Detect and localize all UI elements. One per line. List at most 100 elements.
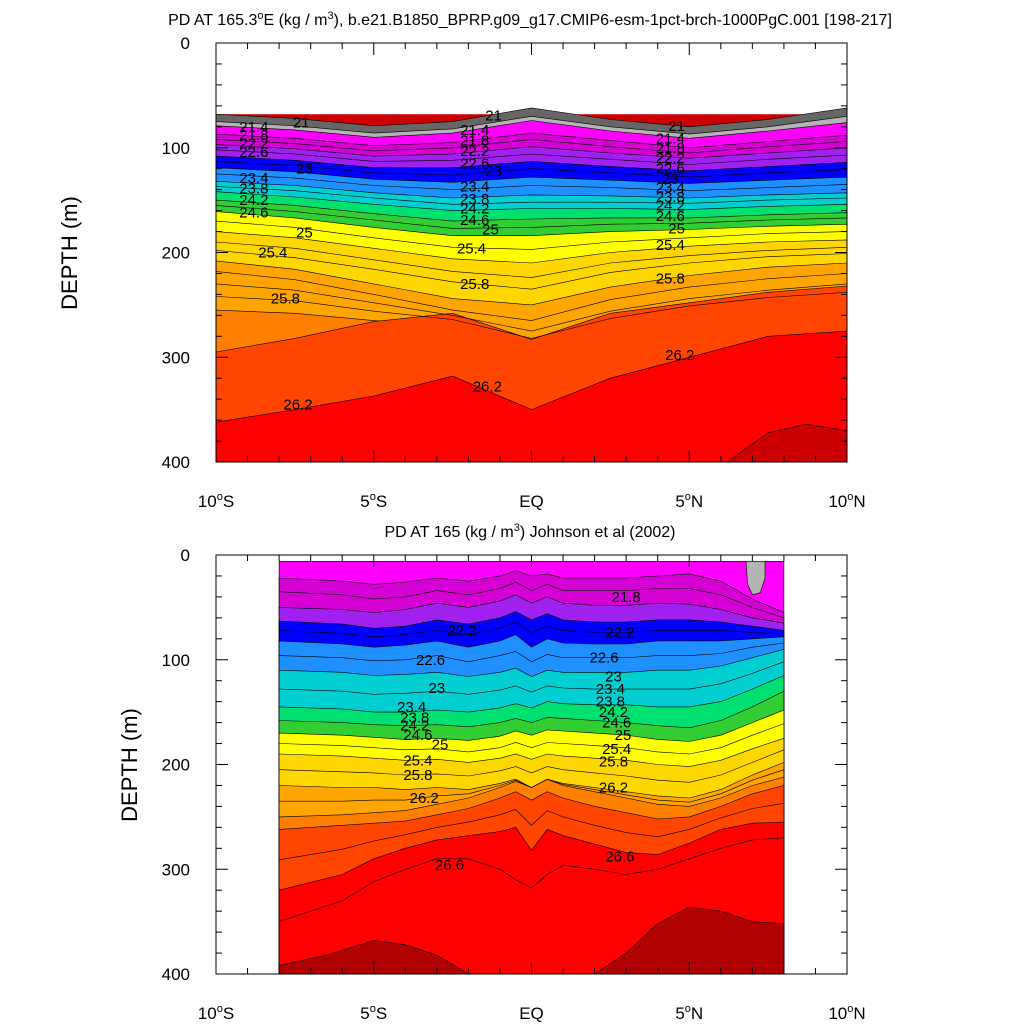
contour-label: 21.8 bbox=[239, 127, 268, 144]
y-tick-label: 0 bbox=[181, 546, 190, 565]
contour-label: 22.2 bbox=[656, 150, 685, 167]
contour-label: 21.8 bbox=[460, 132, 489, 149]
panel-observed: PD AT 165 (kg / m3) Johnson et al (2002)… bbox=[117, 522, 866, 1023]
contour-label: 25 bbox=[668, 220, 685, 237]
contour-label: 24.2 bbox=[239, 192, 268, 209]
contour-label: 21.4 bbox=[656, 130, 685, 147]
contour-label: 23.8 bbox=[656, 189, 685, 206]
panel-model: PD AT 165.3oE (kg / m3), b.e21.B1850_BPR… bbox=[57, 10, 892, 511]
contour-band-26-6 bbox=[216, 330, 847, 462]
contour-label: 25 bbox=[482, 221, 499, 238]
contour-line bbox=[279, 621, 784, 638]
contour-label: 23.8 bbox=[596, 694, 625, 711]
contour-label: 23 bbox=[296, 161, 313, 178]
contour-label: 23.4 bbox=[397, 699, 426, 716]
contour-label: 25.4 bbox=[602, 741, 631, 758]
x-tick-label: 10oS bbox=[198, 491, 234, 511]
deep-patch bbox=[278, 906, 785, 974]
contour-label: 25 bbox=[432, 737, 449, 754]
contour-label: 26.2 bbox=[473, 379, 502, 396]
contour-label: 26.2 bbox=[283, 396, 312, 413]
contour-label: 25.4 bbox=[656, 237, 685, 254]
contour-label: 22.2 bbox=[239, 136, 268, 153]
contour-label: 24.2 bbox=[460, 201, 489, 218]
panel-observed-title: PD AT 165 (kg / m3) Johnson et al (2002) bbox=[384, 522, 675, 541]
contour-label: 25.4 bbox=[457, 240, 486, 257]
contour-label: 21.4 bbox=[239, 119, 268, 136]
x-tick-label: 10oN bbox=[828, 1003, 865, 1023]
contour-line bbox=[279, 837, 784, 922]
contour-label: 23 bbox=[662, 171, 679, 188]
contour-label: 21.8 bbox=[612, 589, 641, 606]
contour-label: 22.2 bbox=[605, 625, 634, 642]
contour-label: 25 bbox=[296, 225, 313, 242]
contour-label: 24.6 bbox=[403, 727, 432, 744]
x-tick-label: EQ bbox=[519, 1004, 544, 1023]
contour-label: 24.6 bbox=[239, 205, 268, 222]
panel-model-field: 2121.421.822.222.62323.423.824.224.62525… bbox=[216, 107, 847, 462]
x-tick-label: 10oN bbox=[828, 491, 865, 511]
contour-label: 24.6 bbox=[656, 208, 685, 225]
contour-line bbox=[279, 642, 784, 663]
contour-label: 25.8 bbox=[599, 753, 628, 770]
x-tick-label: 10oS bbox=[198, 1003, 234, 1023]
contour-line bbox=[216, 149, 847, 165]
contour-label: 23.8 bbox=[239, 181, 268, 198]
contour-label: 25.4 bbox=[258, 245, 287, 262]
contour-line bbox=[279, 749, 785, 783]
contour-label: 22.6 bbox=[589, 650, 618, 667]
contour-label: 26.2 bbox=[599, 780, 628, 797]
contour-label: 25.8 bbox=[460, 276, 489, 293]
contour-label: 22.6 bbox=[656, 161, 685, 178]
contour-line bbox=[216, 186, 847, 205]
contour-line bbox=[216, 205, 847, 229]
contour-label: 22.6 bbox=[239, 144, 268, 161]
contour-label: 21 bbox=[668, 118, 685, 135]
contour-label: 21 bbox=[293, 115, 310, 132]
y-tick-label: 300 bbox=[162, 860, 190, 879]
contour-line bbox=[216, 283, 847, 332]
contour-line bbox=[216, 173, 847, 192]
x-tick-label: 5oN bbox=[675, 491, 703, 511]
panel-observed-ylabel: DEPTH (m) bbox=[117, 708, 142, 822]
contour-label: 26.2 bbox=[410, 790, 439, 807]
contour-label: 23 bbox=[485, 163, 502, 180]
contour-label: 23 bbox=[605, 669, 622, 686]
y-tick-label: 400 bbox=[162, 453, 190, 472]
contour-line bbox=[216, 139, 847, 154]
y-tick-label: 400 bbox=[162, 965, 190, 984]
contour-label: 24.2 bbox=[599, 704, 628, 721]
panel-model-plot: 2121.421.822.222.62323.423.824.224.62525… bbox=[162, 34, 866, 511]
y-tick-label: 200 bbox=[162, 244, 190, 263]
y-tick-label: 100 bbox=[162, 139, 190, 158]
contour-line bbox=[216, 292, 847, 339]
contour-label: 22.6 bbox=[416, 652, 445, 669]
contour-label: 22.2 bbox=[447, 622, 476, 639]
contour-line bbox=[216, 220, 847, 250]
contour-line bbox=[216, 271, 847, 321]
contour-line bbox=[279, 769, 784, 803]
contour-label: 25.8 bbox=[656, 271, 685, 288]
contour-label: 26.2 bbox=[665, 347, 694, 364]
contour-label: 21.8 bbox=[656, 140, 685, 157]
x-tick-label: EQ bbox=[519, 492, 544, 511]
contour-label: 23.8 bbox=[400, 709, 429, 726]
shallow-patch bbox=[745, 561, 766, 596]
y-tick-label: 100 bbox=[162, 651, 190, 670]
contour-label: 23.8 bbox=[460, 191, 489, 208]
contour-label: 24.6 bbox=[460, 212, 489, 229]
contour-label: 23.4 bbox=[460, 179, 489, 196]
contour-line bbox=[279, 723, 785, 755]
contour-label: 21 bbox=[485, 107, 502, 124]
panel-model-ylabel: DEPTH (m) bbox=[57, 196, 82, 310]
x-tick-label: 5oS bbox=[360, 491, 387, 511]
contour-label: 25.4 bbox=[403, 752, 432, 769]
contour-label: 23.4 bbox=[656, 180, 685, 197]
panel-observed-field: 21.822.2 22.222.6 22.6232323.423.423.823.8… bbox=[278, 561, 785, 974]
contour-line bbox=[216, 161, 847, 178]
contour-label: 24.6 bbox=[602, 715, 631, 732]
contour-label: 25.8 bbox=[403, 767, 432, 784]
contour-label: 26.6 bbox=[435, 857, 464, 874]
y-tick-label: 200 bbox=[162, 756, 190, 775]
